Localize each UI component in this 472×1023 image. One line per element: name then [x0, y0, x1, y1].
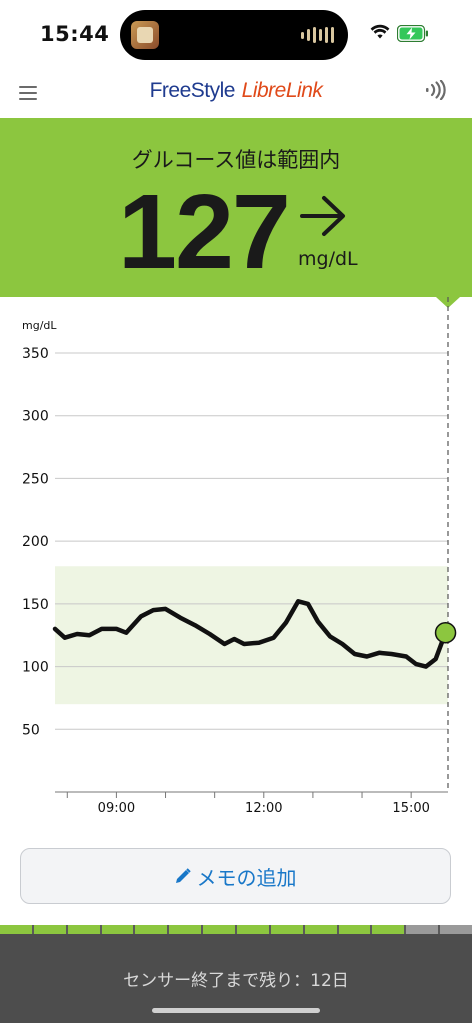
- y-tick-label: 350: [22, 346, 49, 362]
- sensor-footer: センサー終了まで残り：12日: [0, 934, 472, 1023]
- sensor-life-segment: [101, 925, 134, 934]
- app-header: FreeStyle LibreLink: [0, 70, 472, 118]
- sensor-life-segment: [440, 925, 472, 934]
- logo-librelink: LibreLink: [241, 79, 323, 102]
- glucose-banner: グルコース値は範囲内 127 mg/dL: [0, 118, 472, 297]
- arrow-right-icon: [300, 196, 345, 236]
- glucose-status-text: グルコース値は範囲内: [131, 148, 341, 172]
- logo-freestyle: FreeStyle: [149, 79, 236, 102]
- y-tick-label: 300: [22, 409, 49, 425]
- hamburger-menu-icon[interactable]: [19, 86, 37, 100]
- sensor-life-segment: [406, 925, 439, 934]
- sensor-life-segment: [338, 925, 371, 934]
- app-logo: FreeStyle LibreLink: [0, 78, 472, 103]
- x-tick-label: 15:00: [392, 801, 429, 816]
- sensor-life-segment: [169, 925, 202, 934]
- dynamic-island[interactable]: [120, 10, 348, 60]
- nfc-scan-icon[interactable]: [425, 80, 447, 100]
- y-tick-label: 100: [22, 660, 49, 676]
- glucose-chart[interactable]: mg/dL 50 100 150 200 250 300 350 09:00 12:00 15:0…: [0, 297, 472, 837]
- pencil-icon: [175, 868, 191, 883]
- glucose-chart-svg: 50 100 150 200 250 300 350 09:00 12:00 15:00: [22, 297, 457, 816]
- sensor-life-segment: [33, 925, 66, 934]
- sensor-life-segment: [0, 925, 32, 934]
- x-tick-label: 09:00: [98, 801, 135, 816]
- y-tick-label: 200: [22, 534, 49, 550]
- sensor-life-segment: [304, 925, 337, 934]
- sensor-life-segment: [203, 925, 236, 934]
- sensor-life-segment: [135, 925, 168, 934]
- status-bar: 15:44: [0, 0, 472, 70]
- current-glucose-point[interactable]: [434, 621, 457, 644]
- sensor-life-segment: [270, 925, 303, 934]
- banner-pointer: [436, 297, 460, 308]
- battery-charging-icon: [397, 25, 428, 42]
- app-thumbnail-icon: [131, 21, 159, 49]
- sensor-life-segment: [237, 925, 269, 934]
- add-memo-button[interactable]: メモの追加: [20, 848, 451, 904]
- y-tick-label: 50: [22, 722, 40, 738]
- status-time: 15:44: [40, 22, 110, 46]
- home-indicator[interactable]: [152, 1008, 320, 1013]
- wifi-icon: [370, 24, 390, 39]
- sensor-life-segment: [67, 925, 100, 934]
- y-tick-label: 250: [22, 471, 49, 487]
- x-tick-label: 12:00: [245, 801, 282, 816]
- glucose-line: [52, 599, 448, 669]
- glucose-unit: mg/dL: [298, 248, 358, 270]
- audio-wave-icon: [301, 27, 334, 43]
- target-range-band: [55, 566, 448, 705]
- glucose-value: 127: [118, 173, 291, 291]
- add-memo-label: メモの追加: [196, 865, 297, 890]
- sensor-remaining-text: センサー終了まで残り：12日: [123, 971, 349, 991]
- sensor-life-progress: [0, 925, 472, 934]
- sensor-life-segment: [372, 925, 405, 934]
- y-axis-unit: mg/dL: [22, 319, 57, 332]
- y-tick-label: 150: [22, 597, 49, 613]
